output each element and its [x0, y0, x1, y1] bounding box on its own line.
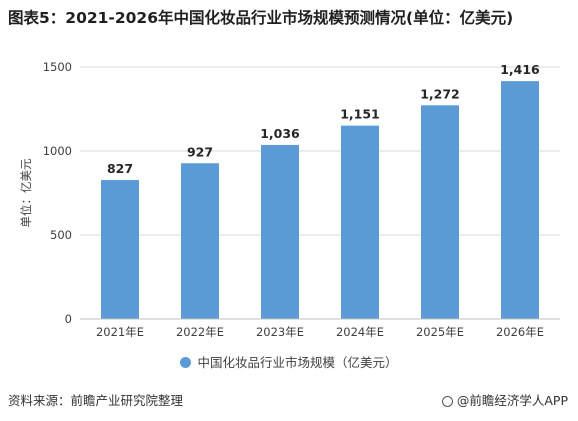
- x-tick-label: 2022年E: [176, 325, 224, 339]
- legend: 中国化妆品行业市场规模（亿美元）: [0, 352, 578, 371]
- x-tick-label: 2023年E: [256, 325, 304, 339]
- chart-title: 图表5：2021-2026年中国化妆品行业市场规模预测情况(单位：亿美元): [8, 9, 514, 27]
- y-axis-ticks: 0 500 1000 1500: [43, 60, 72, 326]
- source-text: 资料来源：前瞻产业研究院整理: [8, 393, 184, 408]
- bar: [421, 105, 459, 319]
- bar: [181, 163, 219, 319]
- brand-credit: @前瞻经济学人APP: [441, 390, 568, 409]
- y-tick-label: 1500: [43, 60, 72, 74]
- data-label: 1,416: [500, 62, 540, 77]
- legend-label: 中国化妆品行业市场规模（亿美元）: [197, 355, 398, 370]
- data-label: 827: [107, 161, 133, 176]
- legend-swatch: [180, 357, 192, 368]
- footer: 资料来源：前瞻产业研究院整理 @前瞻经济学人APP: [8, 388, 568, 410]
- y-tick-label: 500: [50, 228, 72, 242]
- x-tick-label: 2026年E: [496, 325, 544, 339]
- x-tick-label: 2021年E: [96, 325, 144, 339]
- x-tick-label: 2025年E: [416, 325, 464, 339]
- x-axis-ticks: 2021年E 2022年E 2023年E 2024年E 2025年E 2026年E: [96, 325, 544, 339]
- y-tick-label: 1000: [43, 144, 72, 158]
- grid-lines: [80, 66, 560, 236]
- bar: [261, 144, 299, 319]
- data-label: 927: [187, 144, 213, 159]
- y-tick-label: 0: [65, 312, 72, 326]
- data-label: 1,272: [420, 86, 460, 101]
- data-label: 1,036: [260, 126, 300, 141]
- brand-text: @前瞻经济学人APP: [456, 393, 568, 408]
- bar: [501, 81, 539, 319]
- y-axis-label: 单位：亿美元: [19, 158, 33, 227]
- bars: [101, 81, 539, 319]
- data-labels: 827 927 1,036 1,151 1,272 1,416: [107, 62, 540, 176]
- bar: [341, 125, 379, 319]
- bar: [101, 180, 139, 319]
- weibo-icon: [441, 396, 453, 407]
- data-label: 1,151: [340, 107, 380, 122]
- x-tick-label: 2024年E: [336, 325, 384, 339]
